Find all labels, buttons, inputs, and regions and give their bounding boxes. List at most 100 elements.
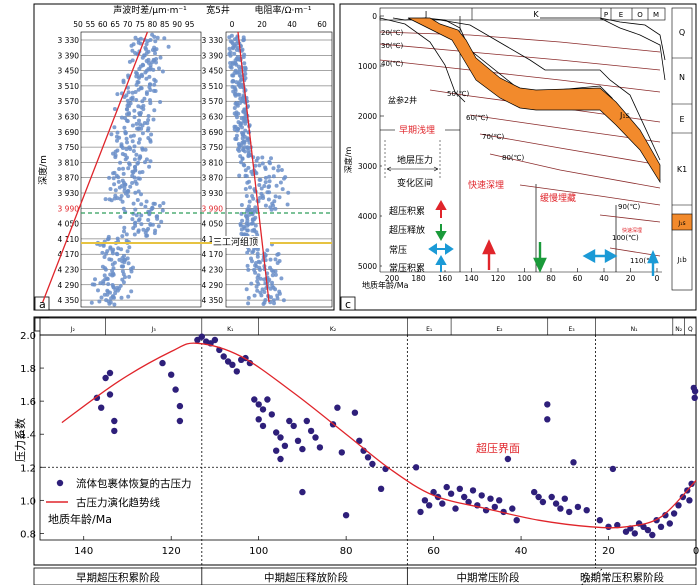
sonic-log-point <box>130 217 135 222</box>
depth-tick-left: 4 050 <box>58 220 80 229</box>
x-axis-label: 地质年龄/Ma <box>48 512 112 526</box>
paleopressure-point <box>286 417 293 425</box>
paleopressure-point <box>111 427 118 435</box>
paleopressure-point <box>662 512 669 519</box>
resistivity-log-point <box>270 280 274 285</box>
sonic-log-point <box>124 147 129 152</box>
formation-top-label: 三工河组顶 <box>213 236 258 248</box>
sonic-log-point <box>127 104 132 108</box>
temperature-labels: 20(℃) 30(℃) 40(℃) 50(℃) 60(℃) 70(℃) 80(℃) 90(℃)… <box>381 29 657 265</box>
resistivity-log-point <box>269 156 273 161</box>
paleopressure-point <box>342 512 350 519</box>
resistivity-log-point <box>255 251 260 256</box>
paleopressure-point <box>102 374 109 382</box>
resistivity-log-point <box>243 76 248 81</box>
sonic-log-point <box>110 251 115 256</box>
sonic-tick: 60 <box>98 20 108 29</box>
legend-item-2: 超压释放 <box>389 224 425 236</box>
sonic-log-point <box>132 144 137 149</box>
depth-tick: 4000 <box>358 212 377 221</box>
depth-tick-mid: 4 170 <box>202 250 224 259</box>
resistivity-log-point <box>254 284 259 289</box>
paleopressure-point <box>277 434 284 441</box>
paleopressure-point <box>172 386 179 393</box>
legend-title-1: 地层压力 <box>397 154 433 166</box>
sonic-log-point <box>138 36 143 41</box>
resistivity-log-point <box>243 68 247 73</box>
legend-arrows <box>428 199 454 272</box>
temperature-label: 80(℃) <box>502 154 524 162</box>
sonic-log-point <box>129 289 134 294</box>
paleopressure-point <box>277 455 284 463</box>
resistivity-tick: 0 <box>230 20 235 29</box>
period-j: J <box>424 10 427 19</box>
sonic-log-point <box>129 269 134 274</box>
resistivity-log-point <box>267 174 272 179</box>
phase-fast-label: 快速深埋 <box>468 179 504 191</box>
sonic-log-point <box>119 247 124 252</box>
depth-tick-mid: 3 630 <box>202 113 224 122</box>
legend-item-4: 常压积累 <box>389 262 425 274</box>
paleopressure-point <box>233 368 240 375</box>
resistivity-log-point <box>244 287 249 292</box>
legend-dot-icon <box>56 479 64 487</box>
paleopressure-point <box>255 416 262 423</box>
resistivity-log-point <box>233 136 238 141</box>
sonic-log-point <box>152 34 157 39</box>
sonic-log-point <box>108 187 113 191</box>
sonic-log-point <box>136 87 141 92</box>
resistivity-log-point <box>270 273 275 278</box>
paleopressure-point <box>106 391 114 398</box>
period-bar: J₂ J₃ K₁ K₂ E₁ E₂ E₃ N₁ N₂ Q <box>39 317 697 336</box>
paleopressure-point <box>273 429 280 436</box>
panel-a-label: a <box>39 298 46 311</box>
depth-tick: 1000 <box>358 62 377 71</box>
sonic-log-point <box>122 229 126 234</box>
resistivity-trend-line <box>237 31 270 303</box>
resistivity-log-point <box>239 227 244 232</box>
sonic-log-point <box>138 41 143 46</box>
sonic-log-point <box>126 166 131 171</box>
sonic-log-point <box>107 301 112 306</box>
depth-tick-mid: 3 930 <box>202 189 224 198</box>
depth-tick: 3000 <box>358 162 377 171</box>
depth-ticks: 0 1000 2000 3000 4000 5000 <box>358 12 384 271</box>
sonic-title: 声波时差/μm·m⁻¹ <box>113 4 187 16</box>
sonic-log-point <box>130 169 135 174</box>
resistivity-log-point <box>246 301 251 306</box>
resistivity-log-point <box>241 224 246 229</box>
sonic-log-point <box>112 125 117 130</box>
sonic-log-point <box>141 103 146 108</box>
sonic-log-point <box>115 288 120 293</box>
paleopressure-point <box>566 508 573 516</box>
panel-c: c J K P E O M Q N E K1 J₁s J₁b 010002000… <box>339 3 697 311</box>
paleopressure-point <box>583 507 590 514</box>
sonic-log-point <box>162 36 167 41</box>
resistivity-log-point <box>237 148 242 153</box>
resistivity-log-point <box>241 55 246 59</box>
sonic-log-point <box>152 231 157 236</box>
sonic-log-point <box>115 130 120 135</box>
resistivity-log-point <box>245 250 250 255</box>
sonic-log-point <box>146 118 151 122</box>
period-e: E <box>619 11 623 19</box>
resistivity-log-point <box>239 203 244 207</box>
resistivity-log-point <box>252 229 257 233</box>
arrow-horizontal-blue-icon <box>428 243 454 255</box>
depth-tick-mid: 3 510 <box>202 82 224 91</box>
sonic-log-point <box>136 218 141 223</box>
sonic-log-point <box>111 171 116 176</box>
sonic-log-point <box>120 199 125 204</box>
sonic-tick: 75 <box>135 20 145 29</box>
resistivity-log-point <box>274 183 279 188</box>
depth-labels-mid: 3 330 3 390 3 450 3 510 3 570 3 630 3 690 3 750… <box>202 36 224 305</box>
resistivity-log-point <box>242 61 247 66</box>
depth-tick-left: 3 990 <box>58 204 80 213</box>
paleopressure-point <box>417 508 424 516</box>
resistivity-log-point <box>229 65 234 70</box>
resistivity-log-point <box>235 103 240 108</box>
y-axis-label: 压力系数 <box>14 418 27 462</box>
paleopressure-point <box>657 523 665 530</box>
sonic-log-point <box>120 234 125 239</box>
